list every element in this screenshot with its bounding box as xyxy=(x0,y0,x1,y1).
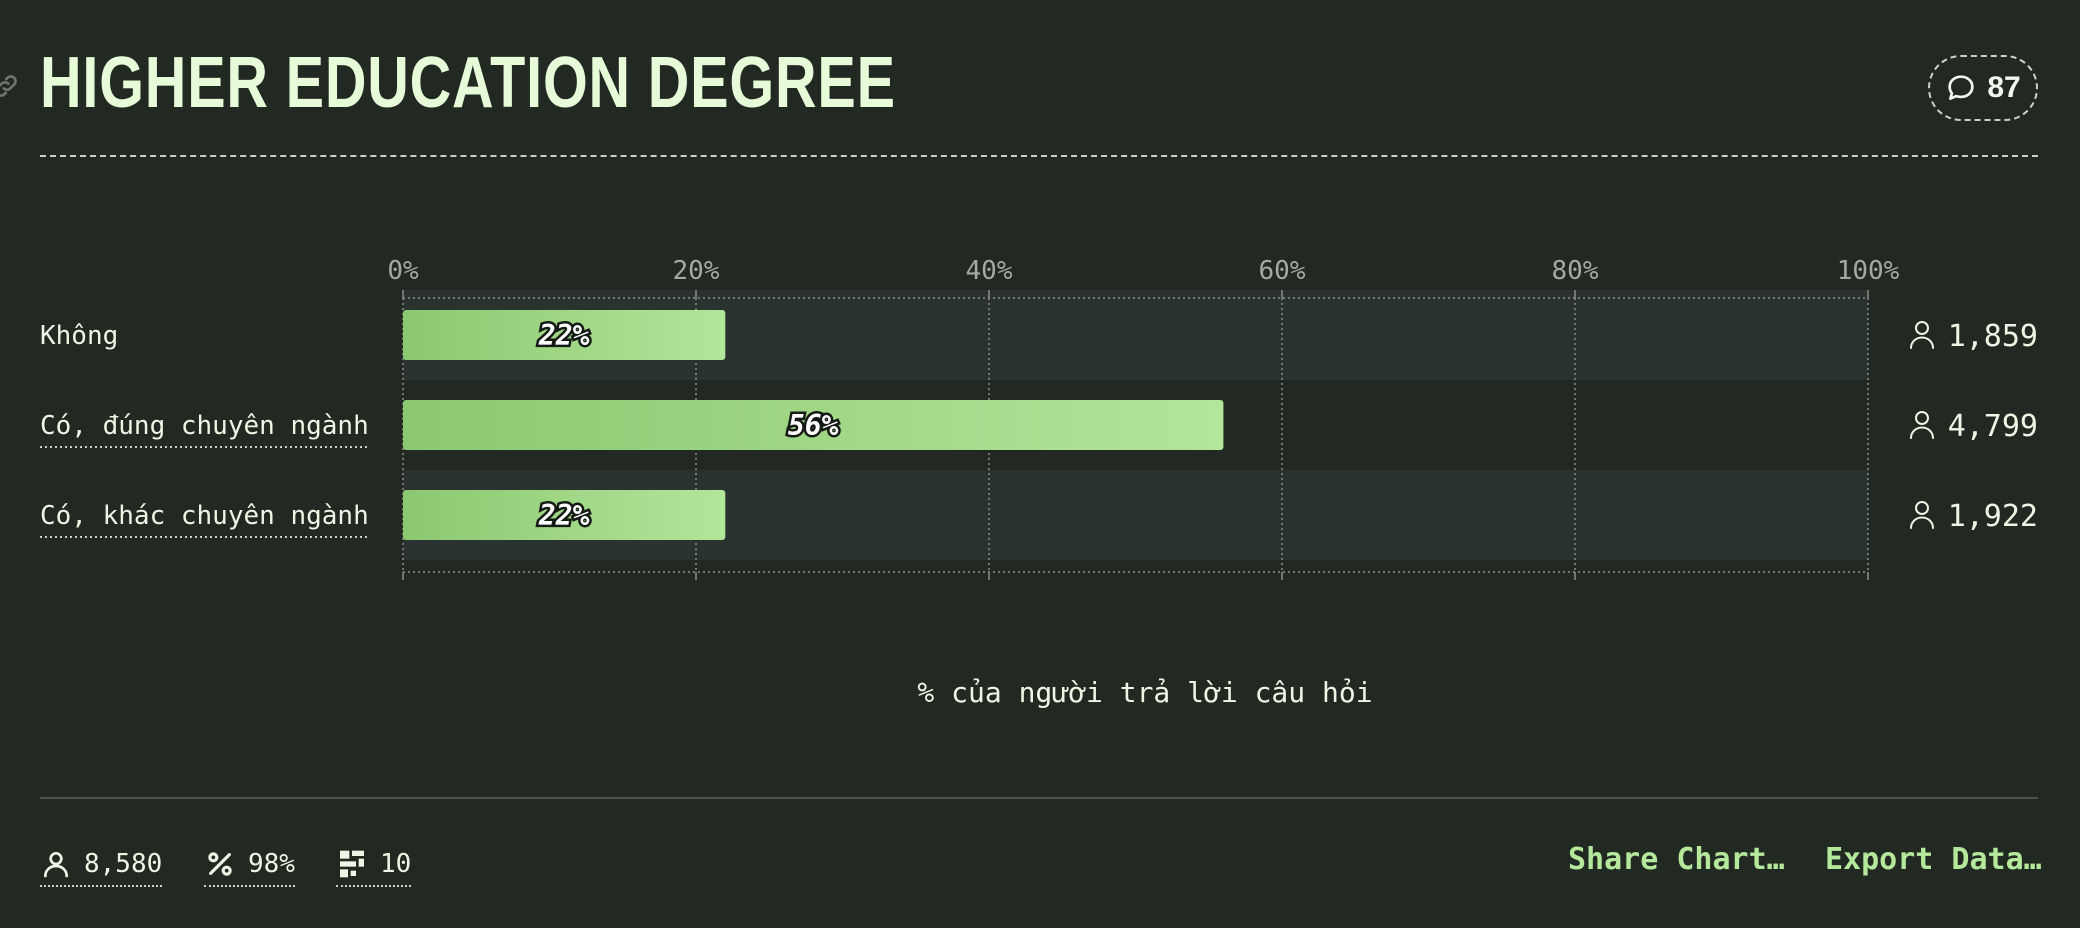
x-axis-title: % của người trả lời câu hỏi xyxy=(917,676,1373,709)
tick-label-top: 20% xyxy=(673,256,720,286)
tick-label-top: 80% xyxy=(1552,256,1599,286)
tick-label-top: 40% xyxy=(966,256,1013,286)
tick-label-top: 60% xyxy=(1259,256,1306,286)
person-icon xyxy=(44,852,68,878)
person-icon xyxy=(1910,321,1934,349)
respondents-count: 8,580 xyxy=(84,849,163,879)
comments-button[interactable]: 87 xyxy=(1928,55,2038,121)
bar-value-label: 56% xyxy=(788,409,839,442)
percent-icon xyxy=(208,852,232,876)
bar-value-label: 22% xyxy=(538,319,590,352)
bar xyxy=(403,490,726,540)
category-label: Có, đúng chuyên ngành xyxy=(40,411,369,441)
tick-label-top: 100% xyxy=(1837,256,1900,286)
questions-icon xyxy=(340,850,364,878)
questions-stat[interactable]: 10 xyxy=(336,845,412,887)
respondent-count: 4,799 xyxy=(1948,409,2038,444)
comment-count: 87 xyxy=(1987,71,2021,104)
export-data-button[interactable]: Export Data… xyxy=(1825,842,2042,877)
person-icon xyxy=(1910,411,1934,439)
bar xyxy=(403,400,1224,450)
respondent-count: 1,859 xyxy=(1948,319,2038,354)
completion-stat[interactable]: 98% xyxy=(204,845,295,887)
person-icon xyxy=(1910,501,1934,529)
completion-value: 98% xyxy=(248,849,295,879)
respondent-count: 1,922 xyxy=(1948,499,2038,534)
bar-chart: 0%0%20%20%40%40%60%60%80%80%100%100%22%K… xyxy=(40,256,2038,580)
chart-title: HIGHER EDUCATION DEGREE xyxy=(40,43,896,123)
respondents-stat[interactable]: 8,580 xyxy=(40,845,163,887)
tick-label-top: 0% xyxy=(387,256,419,286)
comment-icon xyxy=(1948,75,1974,100)
questions-count: 10 xyxy=(380,849,412,879)
category-label: Có, khác chuyên ngành xyxy=(40,501,369,531)
footer-divider xyxy=(40,797,2038,799)
link-icon[interactable] xyxy=(0,72,20,100)
category-label: Không xyxy=(40,321,118,351)
bar xyxy=(403,310,726,360)
header-divider xyxy=(40,155,2038,157)
share-chart-button[interactable]: Share Chart… xyxy=(1568,842,1785,877)
bar-value-label: 22% xyxy=(538,499,590,532)
